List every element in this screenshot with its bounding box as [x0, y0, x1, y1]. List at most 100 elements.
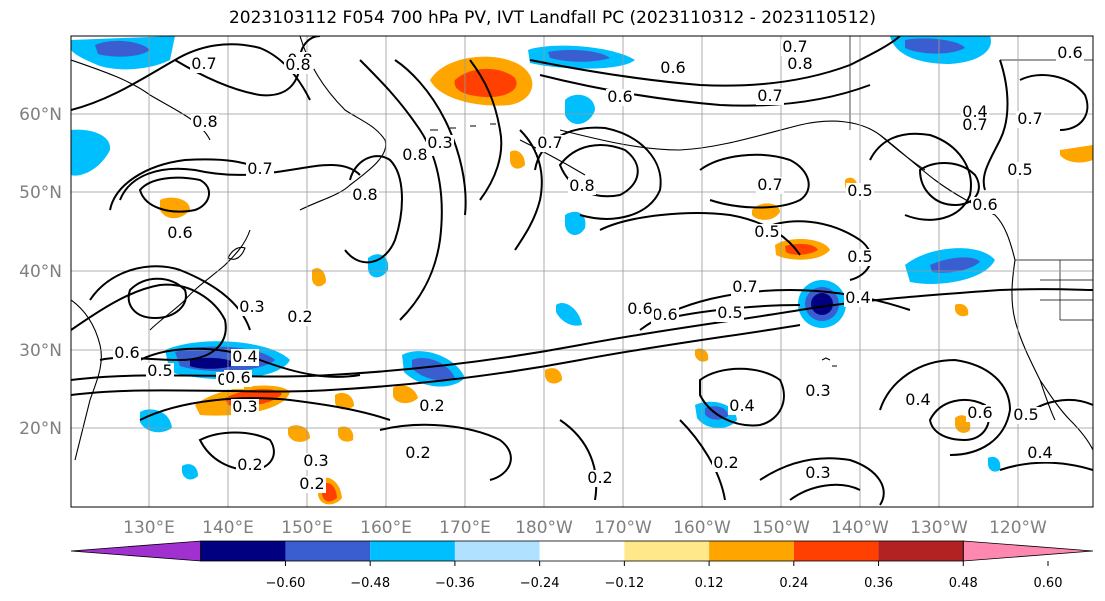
longitude-label: 160°W — [673, 518, 731, 538]
contour-line — [127, 277, 187, 320]
contour-line — [71, 288, 1093, 381]
positive-anomaly-shade — [1060, 145, 1093, 163]
contour-line — [759, 220, 872, 281]
colorbar-tick-label: −0.24 — [520, 576, 560, 591]
contour-label-background — [804, 383, 832, 400]
contour-line — [71, 324, 801, 396]
contour-line — [879, 358, 1012, 456]
longitude-label: 170°W — [594, 518, 652, 538]
longitude-label: 140°E — [202, 518, 254, 538]
contour-label: 0.7 — [732, 277, 757, 296]
negative-anomaly-shade — [95, 40, 150, 57]
contour-line — [559, 419, 598, 501]
map-frame — [70, 35, 1094, 508]
colorbar-frame — [200, 540, 964, 562]
contour-label-background — [961, 104, 989, 121]
contour-label-background — [351, 187, 379, 204]
contour-label: 0.5 — [1013, 405, 1038, 424]
contour-label-background — [536, 135, 564, 152]
contour-line — [529, 36, 901, 87]
contour-line — [869, 132, 972, 221]
contour-label: 0.3 — [805, 463, 830, 482]
contour-label-background — [756, 177, 784, 194]
contour-label: 0.3 — [232, 397, 257, 416]
positive-anomaly-shade — [955, 303, 969, 317]
contour-label: 0.3 — [427, 133, 452, 152]
contour-label-background — [804, 465, 832, 482]
contour-line — [394, 59, 467, 216]
coastline — [879, 134, 1016, 261]
contour-label: 0.2 — [237, 455, 262, 474]
contour-label: 0.4 — [845, 288, 870, 307]
contour-label: 0.8 — [192, 112, 217, 131]
contour-labels: 0.70.80.70.80.60.80.70.70.80.60.70.80.80… — [113, 37, 1084, 493]
contour-label-background — [731, 279, 759, 296]
contour-label: 0.7 — [782, 37, 807, 56]
longitude-label: 160°E — [360, 518, 412, 538]
contour-label-background — [1006, 162, 1034, 179]
contour-label-background — [844, 290, 872, 307]
positive-anomaly-shade — [338, 426, 354, 442]
contour-line — [71, 283, 227, 362]
contour-label-background — [1012, 407, 1040, 424]
contour-label-background — [904, 392, 932, 409]
longitude-label: 140°W — [831, 518, 889, 538]
contour-label: 0.8 — [787, 54, 812, 73]
negative-anomaly-shade — [565, 211, 586, 236]
colorbar-bin — [285, 541, 371, 561]
contour-line — [379, 423, 512, 481]
positive-anomaly-shade — [545, 368, 562, 384]
coastline — [430, 123, 496, 131]
contour-label-background — [231, 349, 259, 366]
negative-anomaly-shade — [556, 302, 582, 326]
coastline — [227, 246, 246, 260]
coastline — [519, 139, 586, 176]
contour-label-background — [1016, 111, 1044, 128]
negative-anomaly-shade — [930, 257, 980, 273]
contour-label-background — [753, 224, 781, 241]
contour-label-background — [401, 147, 429, 164]
contour-line — [999, 461, 1093, 471]
plot-title: 2023103112 F054 700 hPa PV, IVT Landfall… — [228, 8, 876, 28]
longitude-label: 150°W — [752, 518, 810, 538]
colorbar-bin — [454, 541, 540, 561]
colorbar-bin — [709, 541, 794, 561]
colorbar-tick-label: 0.12 — [695, 576, 724, 591]
contour-label: 0.5 — [754, 222, 779, 241]
contour-line — [514, 129, 543, 251]
contour-label: 0.6 — [225, 368, 250, 387]
colorbar-bin — [624, 541, 710, 561]
positive-anomaly-shade — [160, 197, 190, 219]
country-border — [1040, 279, 1093, 301]
contour-label-background — [246, 161, 274, 178]
latitude-label: 30°N — [19, 341, 62, 361]
colorbar-bin — [539, 541, 625, 561]
latitude-axis: 60°N 50°N 40°N 30°N 20°N — [19, 105, 62, 439]
colorbar-tick-label: 0.60 — [1034, 576, 1063, 591]
contour-label: 0.6 — [114, 343, 139, 362]
negative-anomaly-shade — [190, 357, 238, 369]
contour-label-background — [191, 114, 219, 131]
contour-label: 0.4 — [232, 347, 257, 366]
contour-label: 0.4 — [729, 396, 754, 415]
contour-line — [139, 347, 361, 378]
negative-anomaly-shade — [182, 464, 198, 480]
negative-anomaly-shade — [988, 456, 1001, 472]
negative-anomaly-shade — [140, 409, 172, 433]
contour-label: 0.3 — [303, 451, 328, 470]
colorbar-tick-label: 0.48 — [949, 576, 978, 591]
negative-anomaly-shade — [71, 129, 111, 176]
contour-line — [198, 431, 275, 472]
contour-line — [344, 155, 403, 264]
contour-label: 0.5 — [847, 247, 872, 266]
contour-line — [699, 367, 785, 427]
longitude-label: 150°E — [281, 518, 333, 538]
contour-label: 0.4 — [962, 102, 987, 121]
contour-label: 0.3 — [239, 297, 264, 316]
country-border — [849, 36, 1093, 321]
contour-label: 0.7 — [191, 54, 216, 73]
contour-label: 0.6 — [652, 305, 677, 324]
contour-label: 0.6 — [167, 223, 192, 242]
coastline — [821, 357, 837, 367]
